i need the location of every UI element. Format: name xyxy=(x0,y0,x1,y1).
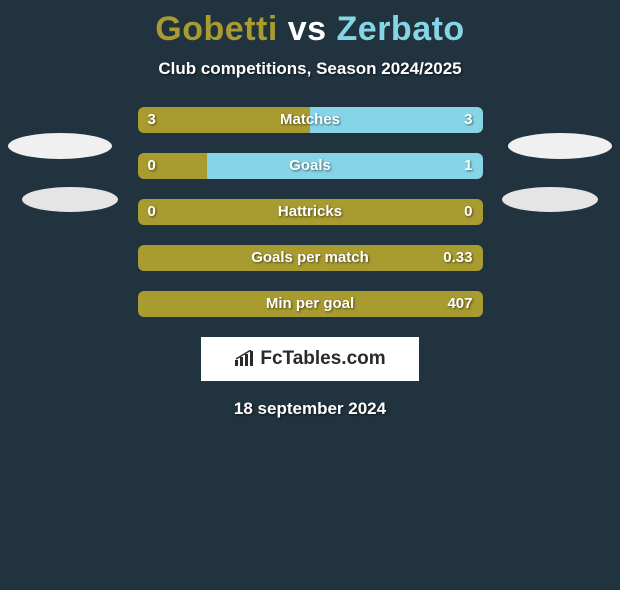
player-photo-placeholder xyxy=(508,133,612,159)
logo-label: FcTables.com xyxy=(260,348,385,370)
stat-label: Goals per match xyxy=(138,245,483,271)
player1-name: Gobetti xyxy=(155,10,277,48)
stat-row: 0Goals1 xyxy=(138,153,483,179)
stat-row: Min per goal407 xyxy=(138,291,483,317)
bar-chart-icon xyxy=(234,350,256,368)
stat-row: 3Matches3 xyxy=(138,107,483,133)
logo-badge: FcTables.com xyxy=(201,337,419,381)
stat-value-right: 3 xyxy=(464,107,472,133)
stat-label: Goals xyxy=(138,153,483,179)
logo-text: FcTables.com xyxy=(234,348,385,370)
player-photo-placeholder xyxy=(8,133,112,159)
stat-value-right: 0.33 xyxy=(443,245,472,271)
stat-value-right: 407 xyxy=(447,291,472,317)
player-photo-placeholder xyxy=(502,187,598,212)
stat-label: Hattricks xyxy=(138,199,483,225)
stat-row: Goals per match0.33 xyxy=(138,245,483,271)
stat-row: 0Hattricks0 xyxy=(138,199,483,225)
date-label: 18 september 2024 xyxy=(0,399,620,419)
player2-name: Zerbato xyxy=(337,10,465,48)
stat-label: Min per goal xyxy=(138,291,483,317)
stat-label: Matches xyxy=(138,107,483,133)
stat-value-right: 0 xyxy=(464,199,472,225)
vs-label: vs xyxy=(288,10,327,48)
comparison-chart: 3Matches30Goals10Hattricks0Goals per mat… xyxy=(138,107,483,317)
subtitle: Club competitions, Season 2024/2025 xyxy=(0,59,620,79)
player-photo-placeholder xyxy=(22,187,118,212)
page-title: Gobetti vs Zerbato xyxy=(0,10,620,49)
stat-value-right: 1 xyxy=(464,153,472,179)
